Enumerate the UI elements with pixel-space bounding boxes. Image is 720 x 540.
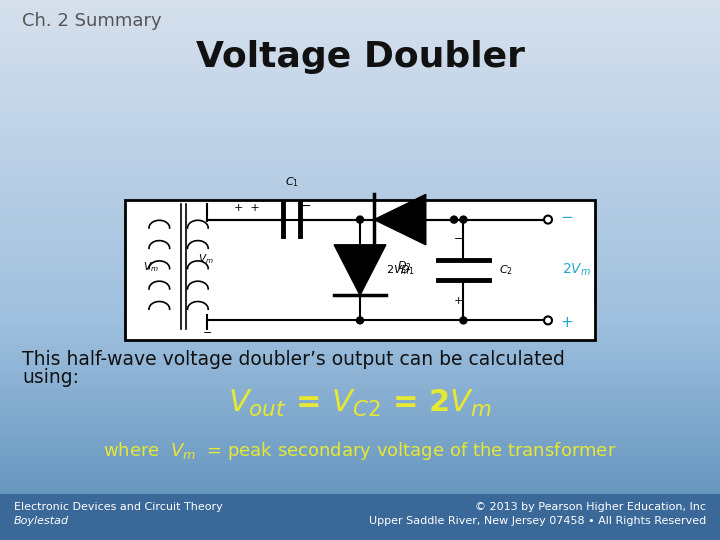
Text: −: − [454, 234, 464, 244]
Circle shape [544, 316, 552, 325]
Text: Boylestad: Boylestad [14, 516, 69, 526]
Text: $D_2$: $D_2$ [397, 259, 412, 273]
Polygon shape [334, 245, 386, 295]
Bar [0, 494, 720, 540]
Circle shape [460, 317, 467, 324]
Circle shape [460, 216, 467, 223]
Text: Upper Saddle River, New Jersey 07458 • All Rights Reserved: Upper Saddle River, New Jersey 07458 • A… [369, 516, 706, 526]
Text: Ch. 2 Summary: Ch. 2 Summary [22, 12, 161, 30]
Text: where  $\mathit{V}_{m}$  = peak secondary voltage of the transformer: where $\mathit{V}_{m}$ = peak secondary … [103, 440, 617, 462]
Text: $V_m$: $V_m$ [143, 260, 158, 274]
Text: −: − [202, 328, 212, 338]
Circle shape [544, 215, 552, 224]
Text: Electronic Devices and Circuit Theory: Electronic Devices and Circuit Theory [14, 502, 222, 512]
Text: $2V_{m}$: $2V_{m}$ [386, 263, 410, 277]
Text: +  +: + + [234, 202, 260, 213]
Text: +: + [560, 315, 572, 330]
Text: $\mathit{V}_{out}$ = $\mathit{V}_{C2}$ = 2$\mathit{V}_{m}$: $\mathit{V}_{out}$ = $\mathit{V}_{C2}$ =… [228, 388, 492, 419]
Bar [125, 200, 595, 340]
Text: using:: using: [22, 368, 79, 387]
Text: $C_1$: $C_1$ [285, 175, 299, 189]
Text: This half-wave voltage doubler’s output can be calculated: This half-wave voltage doubler’s output … [22, 350, 565, 369]
Circle shape [451, 216, 457, 223]
Text: Voltage Doubler: Voltage Doubler [196, 40, 524, 74]
Circle shape [356, 317, 364, 324]
Text: © 2013 by Pearson Higher Education, Inc: © 2013 by Pearson Higher Education, Inc [475, 502, 706, 512]
Text: $C_2$: $C_2$ [499, 263, 513, 277]
Text: −: − [560, 210, 572, 225]
Text: $2V_m$: $2V_m$ [562, 262, 591, 278]
Polygon shape [374, 194, 426, 245]
Text: −: − [301, 200, 311, 213]
Text: +: + [454, 296, 464, 306]
Text: $V_m$: $V_m$ [198, 252, 214, 266]
Circle shape [356, 216, 364, 223]
Text: $D_1$: $D_1$ [400, 263, 415, 277]
